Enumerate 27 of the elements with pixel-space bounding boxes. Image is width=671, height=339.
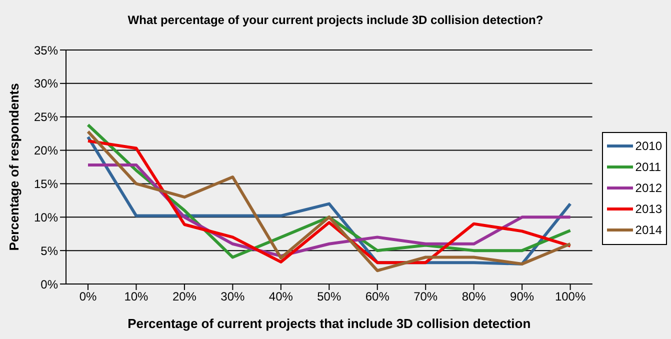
y-axis-title: Percentage of respondents xyxy=(6,83,22,251)
x-tick-label: 10% xyxy=(124,290,149,304)
x-axis-title: Percentage of current projects that include 3D collision detection xyxy=(128,316,531,331)
y-tick-label: 10% xyxy=(34,210,58,224)
y-tick-label: 0% xyxy=(40,277,58,292)
y-tick-label: 5% xyxy=(40,244,58,258)
legend-label: 2014 xyxy=(635,223,662,237)
x-tick-label: 0% xyxy=(79,290,97,304)
x-tick-label: 20% xyxy=(172,290,197,304)
legend-label: 2013 xyxy=(635,202,662,216)
legend-label: 2010 xyxy=(635,139,662,153)
x-tick-label: 90% xyxy=(510,290,534,304)
x-tick-label: 70% xyxy=(414,290,438,304)
y-tick-label: 25% xyxy=(34,110,58,124)
y-tick-label: 20% xyxy=(34,144,58,158)
x-tick-label: 50% xyxy=(317,290,342,304)
y-tick-label: 35% xyxy=(34,43,58,58)
legend-label: 2011 xyxy=(635,160,662,174)
x-tick-label: 30% xyxy=(220,290,246,304)
legend-label: 2012 xyxy=(635,181,662,195)
x-tick-label: 100% xyxy=(554,290,586,304)
x-tick-label: 80% xyxy=(462,290,486,304)
x-tick-label: 40% xyxy=(268,290,294,304)
y-tick-label: 30% xyxy=(34,76,58,91)
chart-title: What percentage of your current projects include 3D collision detection? xyxy=(126,13,544,27)
y-tick-label: 15% xyxy=(34,176,58,191)
x-tick-label: 60% xyxy=(365,290,390,304)
